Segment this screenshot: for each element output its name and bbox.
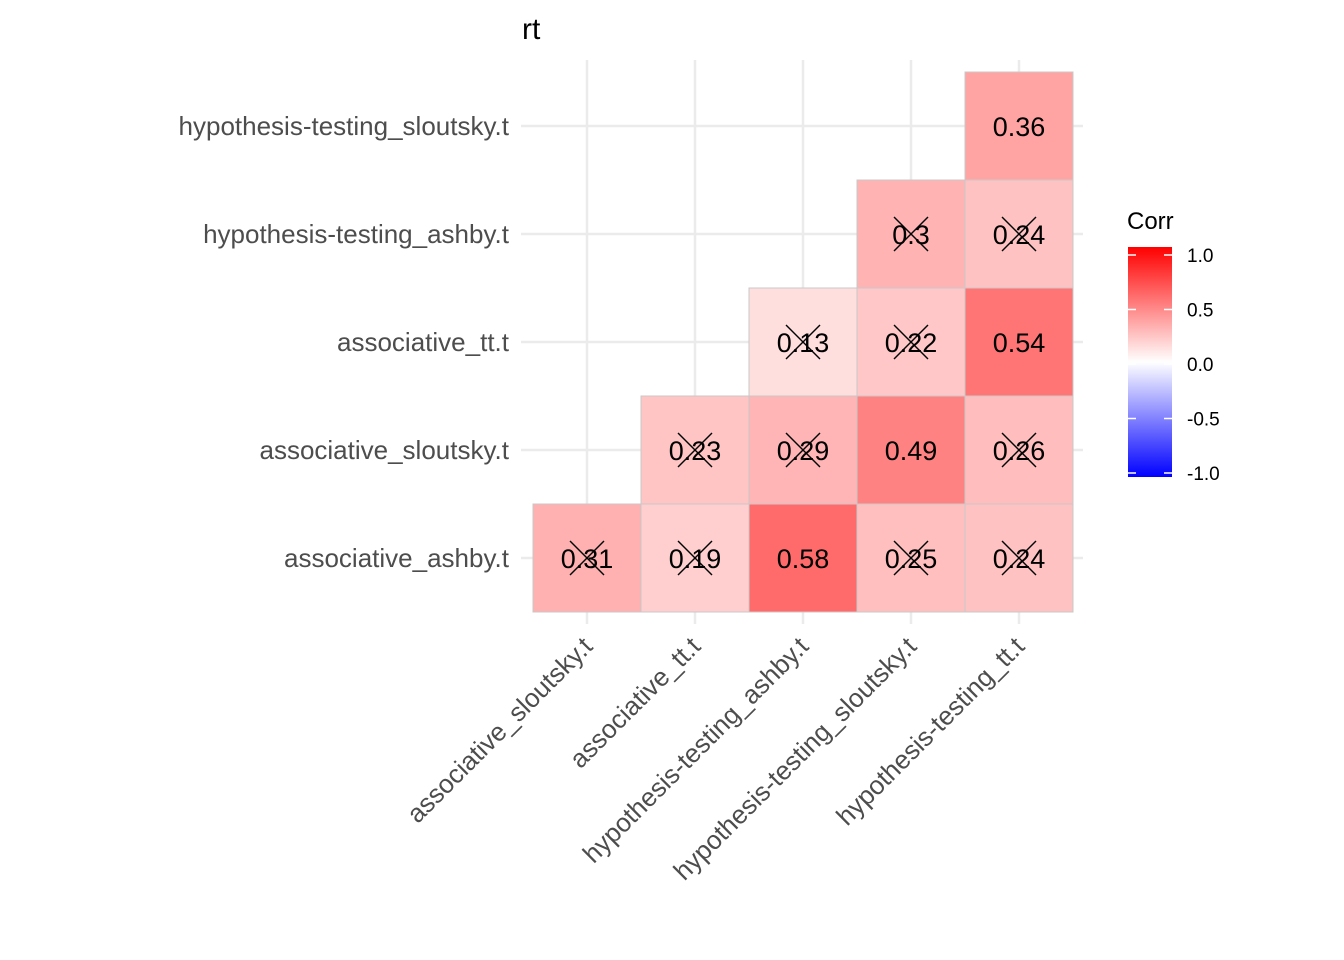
cell-value-label: 0.26 (993, 436, 1046, 466)
cell-value-label: 0.24 (993, 544, 1046, 574)
insignificance-cross (1001, 216, 1037, 252)
heatmap-cell: 0.36 (964, 71, 1074, 181)
cell-value-label: 0.29 (777, 436, 830, 466)
cell-value-label: 0.25 (885, 544, 938, 574)
chart-title: rt (522, 13, 541, 46)
cell-value-label: 0.54 (993, 328, 1046, 358)
heatmap-cell: 0.13 (748, 287, 858, 397)
insignificance-cross (1001, 432, 1037, 468)
cell-rect (964, 71, 1074, 181)
legend: Corr 1.0 0.5 0.0 -0.5 -1.0 (1127, 208, 1220, 485)
x-tick-label: hypothesis-testing_ashby.t (577, 630, 815, 868)
cell-value-label: 0.31 (561, 544, 614, 574)
legend-tick-label: 1.0 (1187, 246, 1213, 267)
insignificance-cross (1001, 540, 1037, 576)
legend-tick-label: -0.5 (1187, 410, 1220, 431)
insignificance-cross (893, 324, 929, 360)
cell-rect (748, 503, 858, 613)
cell-value-label: 0.13 (777, 328, 830, 358)
legend-tick-label: 0.5 (1187, 301, 1213, 322)
cell-value-label: 0.19 (669, 544, 722, 574)
heatmap-cell: 0.25 (856, 503, 966, 613)
insignificance-cross (677, 432, 713, 468)
heatmap-cell: 0.49 (856, 395, 966, 505)
heatmap-cell: 0.19 (640, 503, 750, 613)
heatmap-cell: 0.24 (964, 503, 1074, 613)
legend-title: Corr (1127, 208, 1174, 235)
heatmap-cell: 0.23 (640, 395, 750, 505)
insignificance-cross (785, 432, 821, 468)
cell-value-label: 0.23 (669, 436, 722, 466)
insignificance-cross (893, 216, 929, 252)
y-tick-label: associative_sloutsky.t (259, 435, 509, 465)
y-axis-ticks: associative_ashby.t associative_sloutsky.… (179, 111, 510, 573)
cell-rect (964, 287, 1074, 397)
y-tick-label: hypothesis-testing_sloutsky.t (179, 111, 510, 141)
x-tick-label: associative_sloutsky.t (401, 630, 599, 828)
cell-value-label: 0.58 (777, 544, 830, 574)
heatmap-cell: 0.26 (964, 395, 1074, 505)
heatmap-cell: 0.3 (856, 179, 966, 289)
y-tick-label: associative_ashby.t (284, 543, 510, 573)
heatmap-cell: 0.31 (532, 503, 642, 613)
legend-tick-label: -1.0 (1187, 464, 1220, 485)
x-axis-ticks: associative_sloutsky.tassociative_tt.thy… (401, 630, 1031, 885)
y-tick-label: hypothesis-testing_ashby.t (203, 219, 510, 249)
heatmap-cell: 0.58 (748, 503, 858, 613)
legend-tick-label: 0.0 (1187, 355, 1213, 376)
cell-value-label: 0.3 (892, 220, 930, 250)
insignificance-cross (785, 324, 821, 360)
insignificance-cross (569, 540, 605, 576)
cell-value-label: 0.36 (993, 112, 1046, 142)
cell-value-label: 0.22 (885, 328, 938, 358)
y-tick-label: associative_tt.t (337, 327, 510, 357)
insignificance-cross (893, 540, 929, 576)
cell-value-label: 0.49 (885, 436, 938, 466)
legend-colorbar (1128, 247, 1172, 477)
x-tick-label: hypothesis-testing_tt.t (830, 630, 1031, 831)
heatmap-cell: 0.22 (856, 287, 966, 397)
insignificance-cross (677, 540, 713, 576)
heatmap-cell: 0.29 (748, 395, 858, 505)
heatmap-cell: 0.54 (964, 287, 1074, 397)
heatmap-cell: 0.24 (964, 179, 1074, 289)
cell-value-label: 0.24 (993, 220, 1046, 250)
heatmap-cells: 0.31 0.19 0.58 0.25 0.24 0.23 0.29 0.49 0.26 0.13… (532, 71, 1074, 613)
legend-ticks: 1.0 0.5 0.0 -0.5 -1.0 (1128, 246, 1220, 485)
